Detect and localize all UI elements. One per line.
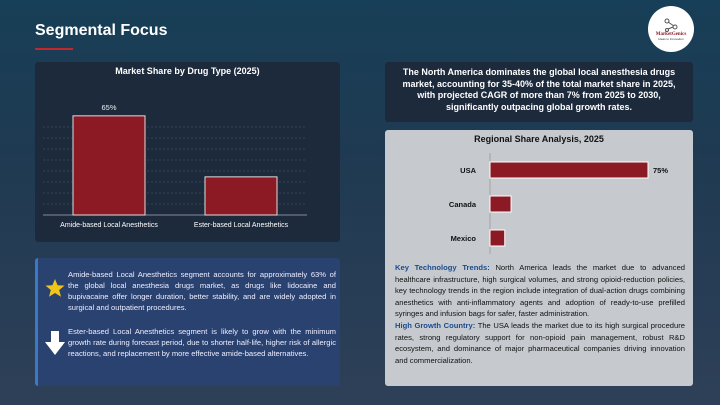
ester-insight: Ester-based Local Anesthetics segment is… xyxy=(68,327,336,358)
title-underline xyxy=(35,48,73,50)
bar-1 xyxy=(204,176,278,216)
data-label: 75% xyxy=(653,166,668,175)
bar-0 xyxy=(72,115,146,216)
growth-text: The USA leads the market due to its high… xyxy=(395,320,685,365)
regional-svg: USA 75% Canada Mexico xyxy=(449,153,668,254)
growth-label: High Growth Country: xyxy=(395,320,476,330)
company-logo: MarketGenics Ideas to Innovation xyxy=(648,6,694,52)
drug-type-chart: Market Share by Drug Type (2025) 65% Amid… xyxy=(35,62,340,242)
chart-title: Market Share by Drug Type (2025) xyxy=(115,66,260,76)
bar-0 xyxy=(489,161,649,179)
page-title: Segmental Focus xyxy=(35,22,168,39)
regional-text: Key Technology Trends: North America lea… xyxy=(395,262,685,366)
down-arrow-icon xyxy=(45,331,65,355)
x-tick-label: Amide-based Local Anesthetics xyxy=(60,222,158,229)
regional-panel: Regional Share Analysis, 2025 USA 75% Cana… xyxy=(385,130,693,386)
trends-text: North America leads the market due to ad… xyxy=(395,263,686,319)
bar-1 xyxy=(489,195,512,213)
market-summary: The North America dominates the global l… xyxy=(385,62,693,122)
segment-insights: Amide-based Local Anesthetics segment ac… xyxy=(35,258,340,386)
trends-label: Key Technology Trends: xyxy=(395,263,490,272)
amide-insight: Amide-based Local Anesthetics segment ac… xyxy=(68,270,336,312)
y-tick-label: Mexico xyxy=(451,234,477,243)
bar-2 xyxy=(489,229,506,247)
network-icon xyxy=(664,18,678,32)
drug-type-svg: 65% Amide-based Local Anesthetics Ester-ba… xyxy=(43,103,307,229)
logo-tagline: Ideas to Innovation xyxy=(658,36,684,41)
chart-title: Regional Share Analysis, 2025 xyxy=(474,134,604,144)
y-tick-label: Canada xyxy=(449,200,477,209)
star-icon xyxy=(45,279,65,297)
y-tick-label: USA xyxy=(460,166,476,175)
data-label: 65% xyxy=(101,103,116,112)
x-tick-label: Ester-based Local Anesthetics xyxy=(194,222,289,229)
logo-name: MarketGenics xyxy=(655,31,687,37)
